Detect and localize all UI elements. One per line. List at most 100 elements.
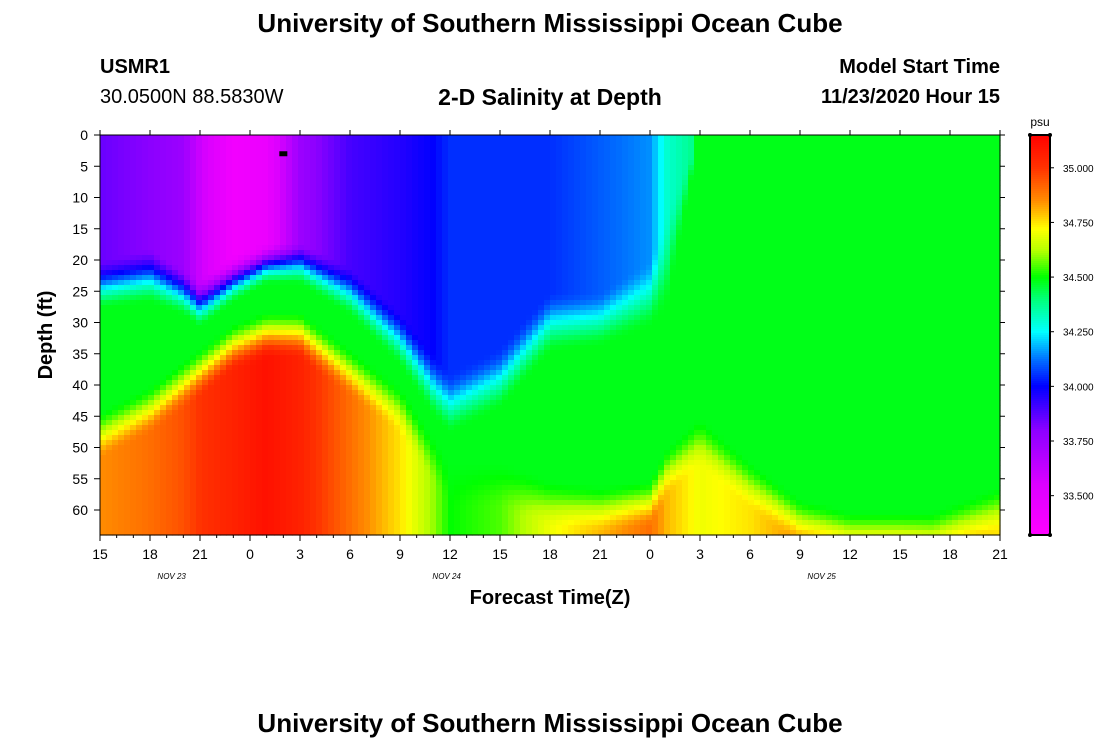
heat-cell <box>748 215 755 221</box>
heat-cell <box>928 250 935 256</box>
heat-cell <box>208 160 215 166</box>
heat-cell <box>196 215 203 221</box>
heat-cell <box>172 205 179 211</box>
heat-cell <box>880 170 887 176</box>
heat-cell <box>214 255 221 261</box>
heat-cell <box>652 185 659 191</box>
heat-cell <box>130 235 137 241</box>
heat-cell <box>898 285 905 291</box>
heat-cell <box>592 200 599 206</box>
heat-cell <box>316 255 323 261</box>
heat-cell <box>226 250 233 256</box>
heat-cell <box>514 235 521 241</box>
heat-cell <box>292 140 299 146</box>
heat-cell <box>304 300 311 306</box>
heat-cell <box>538 255 545 261</box>
heat-cell <box>328 140 335 146</box>
heat-cell <box>748 165 755 171</box>
heat-cell <box>892 180 899 186</box>
heat-cell <box>370 165 377 171</box>
heat-cell <box>454 145 461 151</box>
heat-cell <box>616 225 623 231</box>
heat-cell <box>124 300 131 306</box>
heat-cell <box>664 250 671 256</box>
heat-cell <box>610 240 617 246</box>
heat-cell <box>622 245 629 251</box>
heat-cell <box>256 295 263 301</box>
heat-cell <box>196 175 203 181</box>
heat-cell <box>784 145 791 151</box>
heat-cell <box>190 240 197 246</box>
heat-cell <box>220 285 227 291</box>
heat-cell <box>406 195 413 201</box>
heat-cell <box>712 225 719 231</box>
heat-cell <box>796 265 803 271</box>
heat-cell <box>700 170 707 176</box>
heat-cell <box>220 290 227 296</box>
heat-cell <box>352 190 359 196</box>
heat-cell <box>460 245 467 251</box>
heat-cell <box>748 295 755 301</box>
heat-cell <box>262 250 269 256</box>
heat-cell <box>658 155 665 161</box>
heat-cell <box>544 135 551 141</box>
heat-cell <box>490 290 497 296</box>
heat-cell <box>214 240 221 246</box>
heat-cell <box>448 290 455 296</box>
heat-cell <box>250 295 257 301</box>
heat-cell <box>892 205 899 211</box>
heat-cell <box>502 215 509 221</box>
heat-cell <box>292 225 299 231</box>
heat-cell <box>694 240 701 246</box>
heat-cell <box>604 295 611 301</box>
heat-cell <box>898 145 905 151</box>
heat-cell <box>928 180 935 186</box>
heat-cell <box>562 260 569 266</box>
heat-cell <box>412 270 419 276</box>
heat-cell <box>496 135 503 141</box>
heat-cell <box>310 195 317 201</box>
heat-cell <box>196 165 203 171</box>
heat-cell <box>496 140 503 146</box>
heat-cell <box>364 265 371 271</box>
heat-cell <box>658 180 665 186</box>
heat-cell <box>202 180 209 186</box>
heat-cell <box>694 210 701 216</box>
heat-cell <box>460 160 467 166</box>
heat-cell <box>706 150 713 156</box>
heat-cell <box>544 205 551 211</box>
heat-cell <box>490 220 497 226</box>
heat-cell <box>178 150 185 156</box>
heat-cell <box>988 215 995 221</box>
heat-cell <box>556 255 563 261</box>
heat-cell <box>622 135 629 141</box>
heat-cell <box>346 255 353 261</box>
heat-cell <box>238 250 245 256</box>
heat-cell <box>616 270 623 276</box>
heat-cell <box>580 175 587 181</box>
heat-cell <box>292 235 299 241</box>
heat-cell <box>808 185 815 191</box>
heat-cell <box>166 190 173 196</box>
heat-cell <box>700 280 707 286</box>
heat-cell <box>148 210 155 216</box>
heat-cell <box>868 285 875 291</box>
heat-cell <box>244 170 251 176</box>
heat-cell <box>796 215 803 221</box>
heat-cell <box>262 215 269 221</box>
heat-cell <box>808 280 815 286</box>
heat-cell <box>766 295 773 301</box>
heat-cell <box>886 230 893 236</box>
heat-cell <box>892 225 899 231</box>
heat-cell <box>856 245 863 251</box>
heat-cell <box>880 200 887 206</box>
heat-cell <box>766 245 773 251</box>
heat-cell <box>814 180 821 186</box>
heat-cell <box>724 160 731 166</box>
heat-cell <box>748 205 755 211</box>
heat-cell <box>502 280 509 286</box>
heat-cell <box>922 265 929 271</box>
heat-cell <box>310 280 317 286</box>
heat-cell <box>208 255 215 261</box>
heat-cell <box>874 145 881 151</box>
